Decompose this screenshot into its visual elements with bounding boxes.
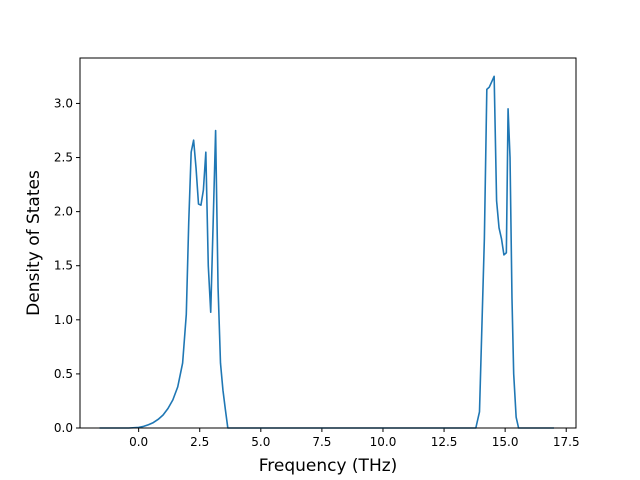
y-axis-label: Density of States: [24, 170, 44, 316]
x-axis-label: Frequency (THz): [259, 456, 398, 476]
x-tick-label: 15.0: [492, 435, 519, 449]
dos-series-line: [99, 75, 555, 429]
plot-lines: [99, 75, 555, 429]
x-tick-label: 12.5: [431, 435, 458, 449]
y-tick-label: 1.0: [54, 313, 73, 327]
x-tick-label: 7.5: [312, 435, 331, 449]
x-tick-label: 10.0: [370, 435, 397, 449]
plot-background: [80, 58, 576, 428]
x-tick-label: 5.0: [251, 435, 270, 449]
x-tick-label: 2.5: [190, 435, 209, 449]
y-tick-label: 2.5: [54, 151, 73, 165]
y-tick-label: 3.0: [54, 96, 73, 110]
x-axis-ticks: 0.0 2.5 5.0 7.5 10.0 12.5 15.0 17.5: [129, 428, 580, 449]
y-axis-ticks: 0.0 0.5 1.0 1.5 2.0 2.5 3.0: [54, 96, 80, 435]
y-tick-label: 0.0: [54, 421, 73, 435]
y-tick-label: 2.0: [54, 205, 73, 219]
y-tick-label: 0.5: [54, 367, 73, 381]
x-tick-label: 17.5: [553, 435, 580, 449]
plot-frame: [79, 57, 577, 429]
y-tick-label: 1.5: [54, 259, 73, 273]
x-tick-label: 0.0: [129, 435, 148, 449]
